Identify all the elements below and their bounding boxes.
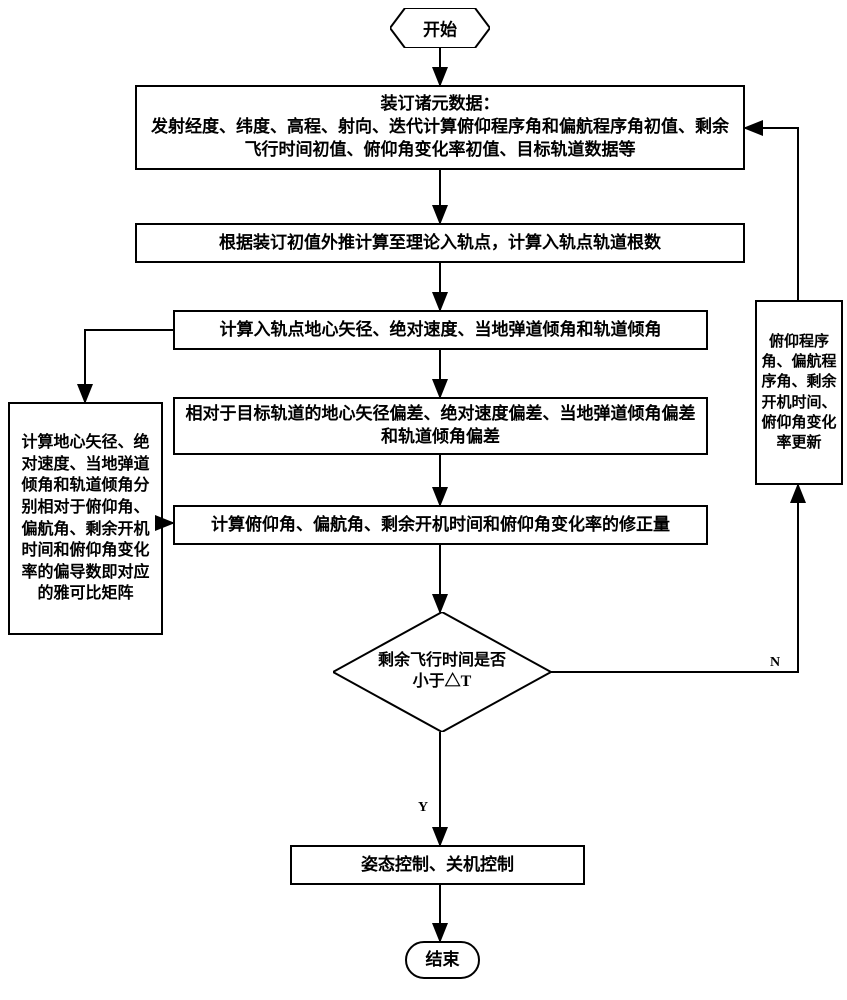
- box-compute-params: 计算入轨点地心矢径、绝对速度、当地弹道倾角和轨道倾角: [173, 310, 708, 350]
- box-compute-deviation: 相对于目标轨道的地心矢径偏差、绝对速度偏差、当地弹道倾角偏差和轨道倾角偏差: [173, 397, 708, 455]
- end-node: 结束: [405, 941, 480, 979]
- box-extrapolate-label: 根据装订初值外推计算至理论入轨点，计算入轨点轨道根数: [219, 232, 661, 255]
- box-jacobian: 计算地心矢径、绝对速度、当地弹道倾角和轨道倾角分别相对于俯仰角、偏航角、剩余开机…: [8, 402, 163, 635]
- box-correction: 计算俯仰角、偏航角、剩余开机时间和俯仰角变化率的修正量: [173, 505, 708, 545]
- box-load-data: 装订诸元数据： 发射经度、纬度、高程、射向、迭代计算俯仰程序角和偏航程序角初值、…: [135, 85, 745, 170]
- box-compute-deviation-label: 相对于目标轨道的地心矢径偏差、绝对速度偏差、当地弹道倾角偏差和轨道倾角偏差: [185, 403, 696, 449]
- box-jacobian-label: 计算地心矢径、绝对速度、当地弹道倾角和轨道倾角分别相对于俯仰角、偏航角、剩余开机…: [20, 432, 151, 605]
- box-load-data-label: 装订诸元数据： 发射经度、纬度、高程、射向、迭代计算俯仰程序角和偏航程序角初值、…: [147, 93, 733, 162]
- box-extrapolate: 根据装订初值外推计算至理论入轨点，计算入轨点轨道根数: [135, 223, 745, 263]
- decision-node: 剩余飞行时间是否小于△T: [333, 612, 551, 732]
- edge-label-yes: Y: [418, 800, 428, 816]
- start-label: 开始: [423, 16, 457, 41]
- decision-label: 剩余飞行时间是否小于△T: [372, 651, 512, 693]
- box-control: 姿态控制、关机控制: [290, 845, 585, 885]
- box-control-label: 姿态控制、关机控制: [361, 854, 514, 877]
- edge-label-no: N: [770, 655, 780, 671]
- start-node: 开始: [390, 8, 490, 48]
- end-label: 结束: [426, 949, 460, 972]
- box-update-label: 俯仰程序角、偏航程序角、剩余开机时间、俯仰角变化率更新: [761, 332, 837, 454]
- box-correction-label: 计算俯仰角、偏航角、剩余开机时间和俯仰角变化率的修正量: [211, 514, 670, 537]
- box-compute-params-label: 计算入轨点地心矢径、绝对速度、当地弹道倾角和轨道倾角: [220, 319, 662, 342]
- box-update: 俯仰程序角、偏航程序角、剩余开机时间、俯仰角变化率更新: [755, 300, 843, 485]
